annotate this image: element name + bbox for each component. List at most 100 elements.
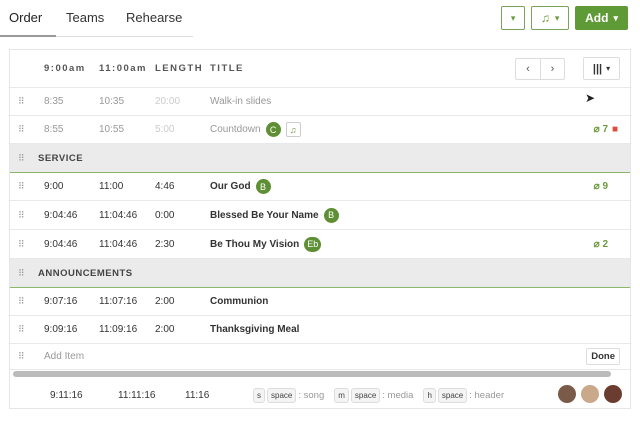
kbd-key: space — [350, 387, 381, 403]
item-title[interactable]: Blessed Be Your Name — [210, 209, 319, 221]
section-header[interactable]: ⠿ ANNOUNCEMENTS — [10, 259, 630, 288]
add-button[interactable]: Add ▾ — [575, 6, 628, 30]
chevron-left-icon[interactable]: ‹ — [526, 63, 530, 75]
key-badge: Eb — [304, 236, 322, 252]
tab-rehearse[interactable]: Rehearse — [126, 10, 183, 25]
time1: 8:55 — [44, 124, 64, 135]
mouse-cursor-icon: ➤ — [585, 91, 596, 105]
drag-handle-icon[interactable]: ⠿ — [18, 152, 25, 163]
length: 2:00 — [155, 296, 175, 307]
table-row[interactable]: ⠿ 9:04:46 11:04:46 0:00 Blessed Be Your … — [10, 201, 630, 230]
avatar[interactable] — [581, 384, 599, 403]
key-badge: B — [255, 179, 271, 194]
item-title[interactable]: Communion — [210, 296, 269, 307]
item-title[interactable]: Be Thou My Vision — [210, 238, 300, 250]
time1: 9:09:16 — [44, 324, 78, 335]
paperclip-icon: ⌀ — [593, 124, 600, 135]
columns-button[interactable]: ||| ▾ — [583, 57, 620, 80]
music-dropdown-button[interactable]: ♫ ▾ — [531, 6, 570, 30]
music-note-icon: ♫ — [540, 11, 550, 25]
hint-label: : media — [382, 389, 414, 401]
paperclip-icon: ⌀ — [593, 238, 600, 250]
trash-icon[interactable]: ■ — [611, 124, 618, 135]
header-length: LENGTH — [155, 63, 204, 74]
attachments-value: 7 — [602, 124, 608, 135]
add-item-row: ⠿ Add Item Done — [10, 344, 630, 370]
total-time1: 9:11:16 — [50, 389, 83, 401]
caret-down-icon: ▾ — [606, 64, 611, 73]
attachments-count[interactable]: ⌀ 7 — [594, 124, 608, 135]
drag-handle-icon[interactable]: ⠿ — [18, 238, 25, 249]
key-badge: C — [265, 122, 281, 137]
header-time1: 9:00am — [44, 63, 86, 74]
table-row[interactable]: ⠿ 9:04:46 11:04:46 2:30 Be Thou My Visio… — [10, 230, 630, 259]
add-label: Add — [585, 11, 609, 25]
footer-totals: 9:11:16 11:11:16 11:16 s space: song m spa… — [10, 380, 630, 410]
item-title[interactable]: Thanksgiving Meal — [210, 324, 300, 335]
table-row[interactable]: ⠿ 9:07:16 11:07:16 2:00 Communion — [10, 288, 630, 316]
done-button[interactable]: Done — [586, 348, 620, 365]
team-avatars — [553, 384, 622, 406]
horizontal-scrollbar[interactable] — [13, 371, 611, 377]
item-title-group: Countdown C ♫ — [210, 122, 301, 137]
table-row[interactable]: ⠿ 9:00 11:00 4:46 Our God B ⌀ 9 — [10, 173, 630, 201]
section-title: ANNOUNCEMENTS — [38, 267, 133, 279]
time2: 11:04:46 — [99, 238, 138, 250]
section-header[interactable]: ⠿ SERVICE — [10, 144, 630, 173]
toolbar: ▾ ♫ ▾ Add ▾ — [501, 6, 628, 30]
item-title-group: Be Thou My Vision Eb — [210, 236, 322, 252]
options-dropdown-button[interactable]: ▾ — [501, 6, 526, 30]
chevron-right-icon[interactable]: › — [540, 59, 564, 79]
length: 20:00 — [155, 96, 181, 107]
paperclip-icon: ⌀ — [593, 181, 600, 192]
item-title[interactable]: Our God — [210, 181, 251, 192]
time2: 11:07:16 — [99, 296, 138, 307]
time2: 10:55 — [99, 124, 125, 135]
time2: 11:04:46 — [99, 209, 138, 221]
time1: 8:35 — [44, 96, 64, 107]
hint-label: : song — [298, 389, 325, 401]
section-title: SERVICE — [38, 152, 84, 164]
time2: 11:00 — [99, 181, 124, 192]
plan-order-table: 9:00am 11:00am LENGTH TITLE ‹ › ||| ▾ ⠿ 8… — [9, 49, 631, 409]
table-header: 9:00am 11:00am LENGTH TITLE ‹ › ||| ▾ — [10, 50, 630, 88]
drag-handle-icon[interactable]: ⠿ — [18, 124, 25, 134]
key-badge: B — [323, 207, 339, 223]
item-title-group: Our God B — [210, 179, 271, 194]
length: 2:30 — [155, 238, 175, 250]
drag-handle-icon[interactable]: ⠿ — [18, 324, 25, 334]
length: 5:00 — [155, 124, 175, 135]
time2: 11:09:16 — [99, 324, 138, 335]
tab-teams[interactable]: Teams — [66, 10, 105, 25]
drag-handle-icon[interactable]: ⠿ — [18, 267, 25, 278]
length: 2:00 — [155, 324, 175, 335]
avatar[interactable] — [604, 384, 622, 403]
caret-down-icon: ▾ — [613, 12, 618, 23]
item-title[interactable]: Countdown — [210, 124, 261, 135]
drag-handle-icon[interactable]: ⠿ — [18, 96, 25, 106]
music-note-icon[interactable]: ♫ — [285, 122, 301, 137]
pager: ‹ › — [515, 58, 565, 80]
avatar[interactable] — [558, 384, 576, 403]
drag-handle-icon[interactable]: ⠿ — [18, 209, 25, 220]
caret-down-icon: ▾ — [510, 12, 516, 23]
attachments-count[interactable]: ⌀ 2 — [594, 239, 608, 250]
time1: 9:07:16 — [44, 296, 78, 307]
table-row[interactable]: ⠿ 8:55 10:55 5:00 Countdown C ♫ ⌀ 7 ■ — [10, 116, 630, 144]
table-row[interactable]: ⠿ 9:09:16 11:09:16 2:00 Thanksgiving Mea… — [10, 316, 630, 344]
add-item-input[interactable]: Add Item — [44, 351, 85, 362]
kbd-key: m — [334, 387, 349, 403]
attachments-count[interactable]: ⌀ 9 — [594, 181, 608, 192]
tab-order[interactable]: Order — [0, 0, 56, 37]
header-title: TITLE — [210, 63, 244, 74]
time2: 10:35 — [99, 96, 125, 107]
kbd-key: space — [437, 387, 468, 403]
drag-handle-icon[interactable]: ⠿ — [18, 181, 25, 191]
attachments-value: 2 — [602, 238, 608, 250]
kbd-key: s — [253, 387, 265, 403]
hint-label: : header — [469, 389, 505, 401]
drag-handle-icon[interactable]: ⠿ — [18, 296, 25, 306]
table-row[interactable]: ⠿ 8:35 10:35 20:00 Walk-in slides — [10, 88, 630, 116]
time1: 9:04:46 — [44, 209, 78, 221]
item-title[interactable]: Walk-in slides — [210, 96, 272, 107]
